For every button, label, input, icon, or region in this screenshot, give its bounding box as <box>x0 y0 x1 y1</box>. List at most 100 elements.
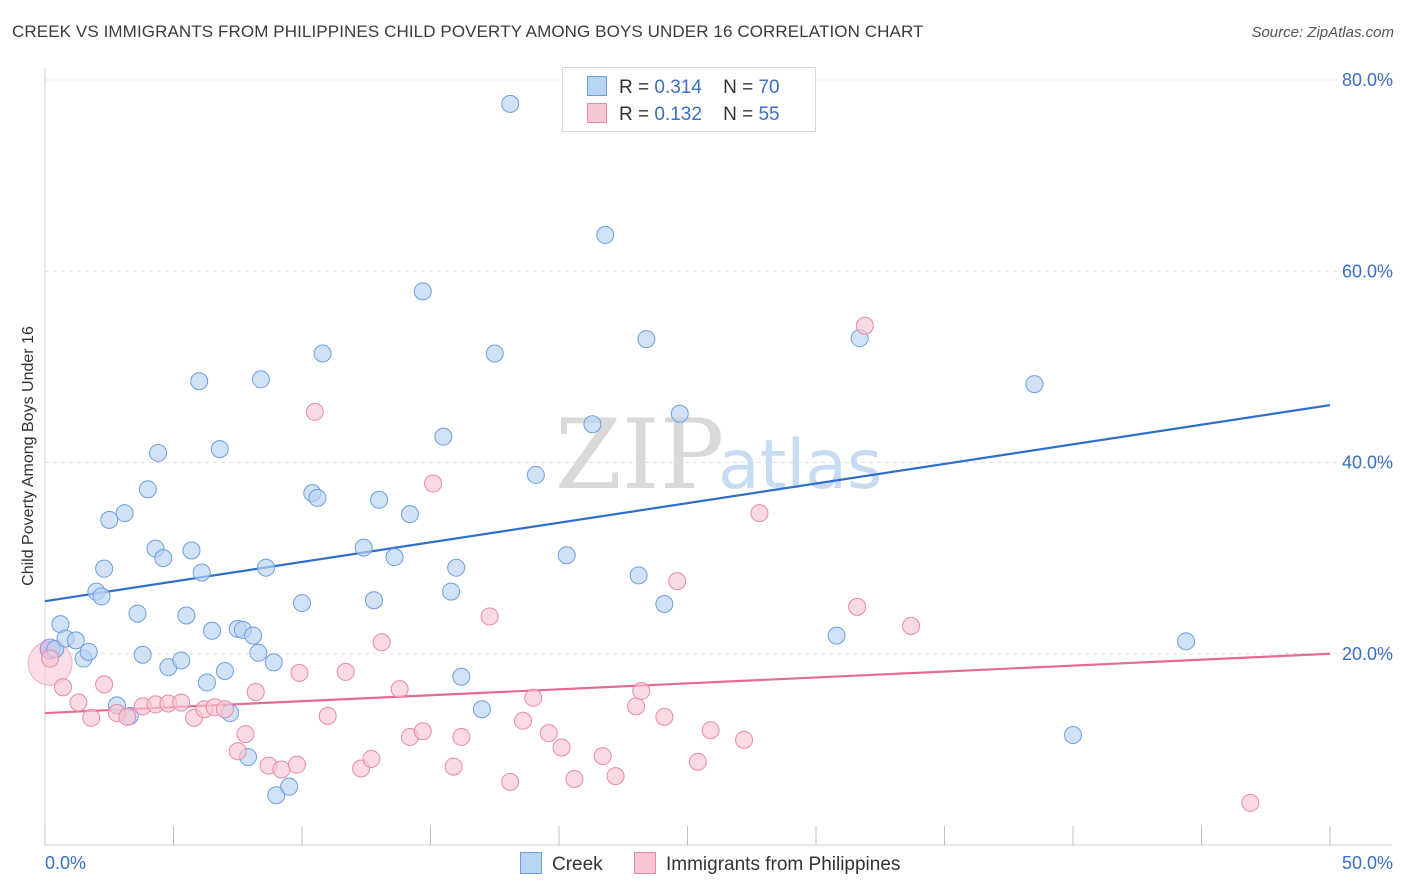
philippines-point <box>848 597 867 616</box>
creek-point <box>501 94 520 113</box>
creek-point <box>485 344 504 363</box>
philippines-point <box>501 772 520 791</box>
philippines-point <box>593 747 612 766</box>
creek-point <box>364 591 383 610</box>
philippines-trend-line <box>44 652 1331 715</box>
creek-point <box>115 504 134 523</box>
stats-legend: R = 0.314 N = 70 R = 0.132 N = 55 <box>562 67 816 132</box>
philippines-point <box>855 316 874 335</box>
r-label: R = <box>619 77 650 98</box>
creek-n-value: 70 <box>758 77 780 98</box>
creek-point <box>354 538 373 557</box>
series-legend-philippines: Immigrants from Philippines <box>634 852 900 876</box>
philippines-point <box>668 572 687 591</box>
creek-point <box>251 370 270 389</box>
philippines-point <box>336 662 355 681</box>
creek-r-value: 0.314 <box>654 77 702 98</box>
creek-legend-label: Creek <box>552 854 603 875</box>
y-tick-label: 60.0% <box>1342 261 1393 281</box>
philippines-r-value: 0.132 <box>654 104 702 125</box>
creek-point <box>526 465 545 484</box>
creek-point <box>190 372 209 391</box>
creek-point <box>447 558 466 577</box>
creek-point <box>629 566 648 585</box>
creek-point <box>670 404 689 423</box>
y-tick-label: 20.0% <box>1342 644 1393 664</box>
philippines-legend-swatch <box>634 852 656 874</box>
creek-point <box>655 595 674 614</box>
creek-point <box>267 786 286 805</box>
philippines-point <box>69 693 88 712</box>
philippines-point <box>246 683 265 701</box>
philippines-point <box>172 693 191 712</box>
creek-point <box>442 582 461 601</box>
philippines-point <box>552 738 571 757</box>
creek-point <box>280 777 299 796</box>
creek-point <box>66 631 85 650</box>
creek-point <box>100 510 119 529</box>
creek-point <box>197 673 216 692</box>
philippines-n-value: 55 <box>758 104 780 125</box>
creek-point <box>95 559 114 578</box>
creek-point <box>92 587 111 606</box>
philippines-point <box>452 727 471 746</box>
creek-point <box>308 488 327 507</box>
creek-point <box>138 480 157 499</box>
creek-legend-swatch <box>520 852 542 874</box>
philippines-point <box>53 678 72 697</box>
philippines-point <box>390 680 409 699</box>
creek-point <box>370 490 389 509</box>
creek-point <box>1064 726 1082 745</box>
philippines-point <box>539 724 558 743</box>
philippines-point <box>750 504 769 523</box>
philippines-point <box>565 770 584 789</box>
philippines-point <box>701 721 720 740</box>
philippines-point <box>318 706 337 725</box>
creek-point <box>215 661 234 680</box>
axes <box>44 68 1392 846</box>
legend-row-philippines: R = 0.132 N = 55 <box>587 103 780 127</box>
philippines-point <box>305 402 324 421</box>
series-legend-creek: Creek <box>520 852 603 876</box>
creek-point <box>637 330 656 349</box>
y-tick-label: 40.0% <box>1342 453 1393 473</box>
n-label: N = <box>723 77 754 98</box>
creek-point <box>827 626 846 645</box>
philippines-point <box>514 711 533 730</box>
creek-point <box>182 541 201 560</box>
philippines-point <box>632 682 651 701</box>
creek-point <box>313 344 332 363</box>
n-label: N = <box>723 104 754 125</box>
x-tick-label: 0.0% <box>45 853 86 873</box>
philippines-point <box>735 730 754 749</box>
philippines-point <box>362 749 381 768</box>
philippines-point <box>95 675 114 694</box>
creek-point <box>472 700 491 719</box>
creek-point <box>264 653 283 672</box>
creek-point <box>203 621 222 640</box>
philippines-legend-label: Immigrants from Philippines <box>666 854 901 875</box>
creek-point <box>128 604 147 623</box>
philippines-point <box>480 607 499 626</box>
philippines-point <box>118 707 137 726</box>
creek-point <box>434 427 453 446</box>
philippines-point <box>82 708 101 727</box>
philippines-point <box>215 700 234 719</box>
creek-point <box>249 643 268 662</box>
philippines-point <box>627 697 646 716</box>
watermark-atlas: atlas <box>718 426 882 505</box>
legend-row-creek: R = 0.314 N = 70 <box>587 76 780 100</box>
creek-point <box>172 651 191 670</box>
creek-point <box>149 443 168 462</box>
source-note: Source: ZipAtlas.com <box>1251 24 1394 41</box>
gridlines <box>45 79 1392 655</box>
philippines-point <box>236 725 255 744</box>
watermark-zip: ZIP <box>555 399 724 511</box>
philippines-point <box>228 742 247 761</box>
x-tick-label: 50.0% <box>1342 853 1393 873</box>
creek-point <box>596 225 615 244</box>
y-tick-label: 80.0% <box>1342 70 1393 90</box>
creek-point <box>1177 632 1196 651</box>
philippines-swatch <box>587 103 607 123</box>
